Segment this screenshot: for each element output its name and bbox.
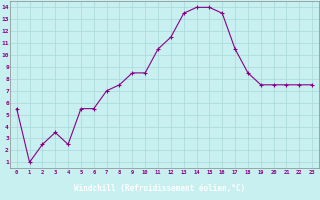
Text: Windchill (Refroidissement éolien,°C): Windchill (Refroidissement éolien,°C) xyxy=(75,184,245,192)
